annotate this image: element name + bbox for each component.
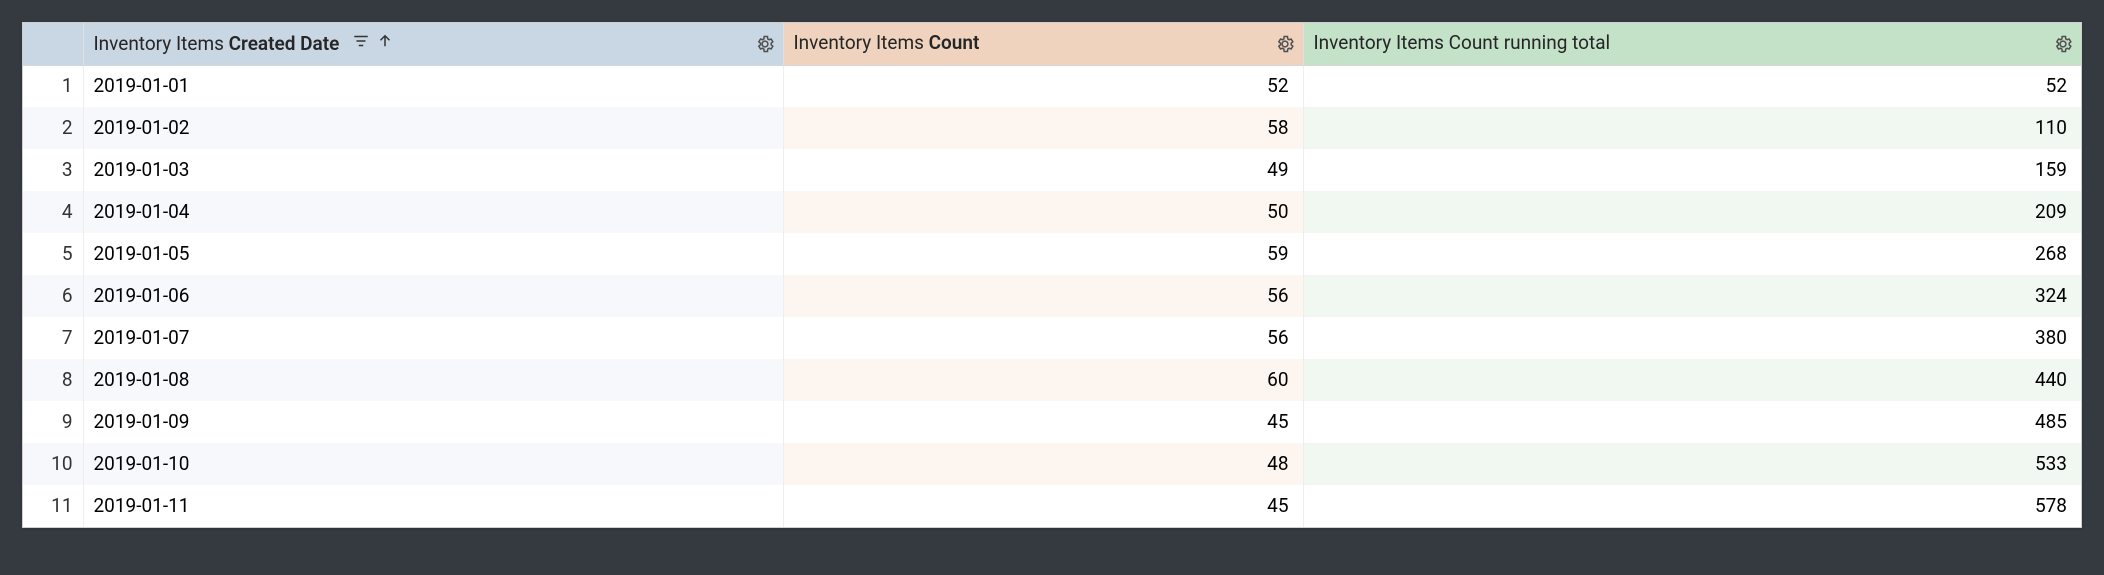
- column-header-bold: Count: [929, 31, 980, 54]
- cell-created-date: 2019-01-11: [83, 485, 783, 527]
- row-number: 8: [23, 359, 83, 401]
- cell-running-total: 533: [1303, 443, 2081, 485]
- cell-running-total: 324: [1303, 275, 2081, 317]
- table-row[interactable]: 82019-01-0860440: [23, 359, 2081, 401]
- row-number: 3: [23, 149, 83, 191]
- cell-count: 45: [783, 401, 1303, 443]
- cell-running-total: 440: [1303, 359, 2081, 401]
- cell-created-date: 2019-01-10: [83, 443, 783, 485]
- table-row[interactable]: 92019-01-0945485: [23, 401, 2081, 443]
- column-header-rownum[interactable]: [23, 23, 83, 65]
- data-table: Inventory Items Created Date Inventory I…: [23, 23, 2081, 527]
- column-header-running-total[interactable]: Inventory Items Count running total: [1303, 23, 2081, 65]
- sort-list-icon: [352, 32, 370, 50]
- row-number: 10: [23, 443, 83, 485]
- column-header-created-date[interactable]: Inventory Items Created Date: [83, 23, 783, 65]
- cell-running-total: 110: [1303, 107, 2081, 149]
- row-number: 4: [23, 191, 83, 233]
- table-row[interactable]: 12019-01-015252: [23, 65, 2081, 107]
- table-row[interactable]: 102019-01-1048533: [23, 443, 2081, 485]
- cell-count: 50: [783, 191, 1303, 233]
- row-number: 5: [23, 233, 83, 275]
- cell-count: 45: [783, 485, 1303, 527]
- gear-icon[interactable]: [2053, 34, 2073, 54]
- row-number: 11: [23, 485, 83, 527]
- column-header-prefix: Inventory Items: [94, 32, 229, 55]
- table-row[interactable]: 112019-01-1145578: [23, 485, 2081, 527]
- table-row[interactable]: 22019-01-0258110: [23, 107, 2081, 149]
- gear-icon[interactable]: [1275, 34, 1295, 54]
- cell-running-total: 52: [1303, 65, 2081, 107]
- cell-count: 56: [783, 317, 1303, 359]
- cell-running-total: 209: [1303, 191, 2081, 233]
- cell-created-date: 2019-01-05: [83, 233, 783, 275]
- row-number: 9: [23, 401, 83, 443]
- cell-created-date: 2019-01-04: [83, 191, 783, 233]
- cell-count: 60: [783, 359, 1303, 401]
- cell-running-total: 578: [1303, 485, 2081, 527]
- cell-created-date: 2019-01-07: [83, 317, 783, 359]
- row-number: 6: [23, 275, 83, 317]
- table-header-row: Inventory Items Created Date Inventory I…: [23, 23, 2081, 65]
- table-row[interactable]: 52019-01-0559268: [23, 233, 2081, 275]
- table-body: 12019-01-01525222019-01-025811032019-01-…: [23, 65, 2081, 527]
- sort-arrow-up-icon: [376, 32, 394, 50]
- data-table-container: Inventory Items Created Date Inventory I…: [22, 22, 2082, 528]
- column-header-prefix: Inventory Items Count running total: [1314, 31, 1611, 54]
- column-header-bold: Created Date: [229, 32, 340, 55]
- table-row[interactable]: 32019-01-0349159: [23, 149, 2081, 191]
- cell-count: 52: [783, 65, 1303, 107]
- cell-count: 48: [783, 443, 1303, 485]
- table-row[interactable]: 72019-01-0756380: [23, 317, 2081, 359]
- cell-count: 56: [783, 275, 1303, 317]
- cell-created-date: 2019-01-03: [83, 149, 783, 191]
- cell-created-date: 2019-01-08: [83, 359, 783, 401]
- table-row[interactable]: 42019-01-0450209: [23, 191, 2081, 233]
- cell-running-total: 485: [1303, 401, 2081, 443]
- table-row[interactable]: 62019-01-0656324: [23, 275, 2081, 317]
- cell-created-date: 2019-01-02: [83, 107, 783, 149]
- sort-indicator[interactable]: [352, 32, 394, 50]
- row-number: 1: [23, 65, 83, 107]
- column-header-prefix: Inventory Items: [794, 31, 929, 54]
- row-number: 7: [23, 317, 83, 359]
- cell-running-total: 380: [1303, 317, 2081, 359]
- cell-created-date: 2019-01-06: [83, 275, 783, 317]
- row-number: 2: [23, 107, 83, 149]
- cell-created-date: 2019-01-09: [83, 401, 783, 443]
- cell-count: 59: [783, 233, 1303, 275]
- column-header-count[interactable]: Inventory Items Count: [783, 23, 1303, 65]
- cell-created-date: 2019-01-01: [83, 65, 783, 107]
- gear-icon[interactable]: [755, 34, 775, 54]
- cell-count: 58: [783, 107, 1303, 149]
- cell-running-total: 159: [1303, 149, 2081, 191]
- cell-count: 49: [783, 149, 1303, 191]
- cell-running-total: 268: [1303, 233, 2081, 275]
